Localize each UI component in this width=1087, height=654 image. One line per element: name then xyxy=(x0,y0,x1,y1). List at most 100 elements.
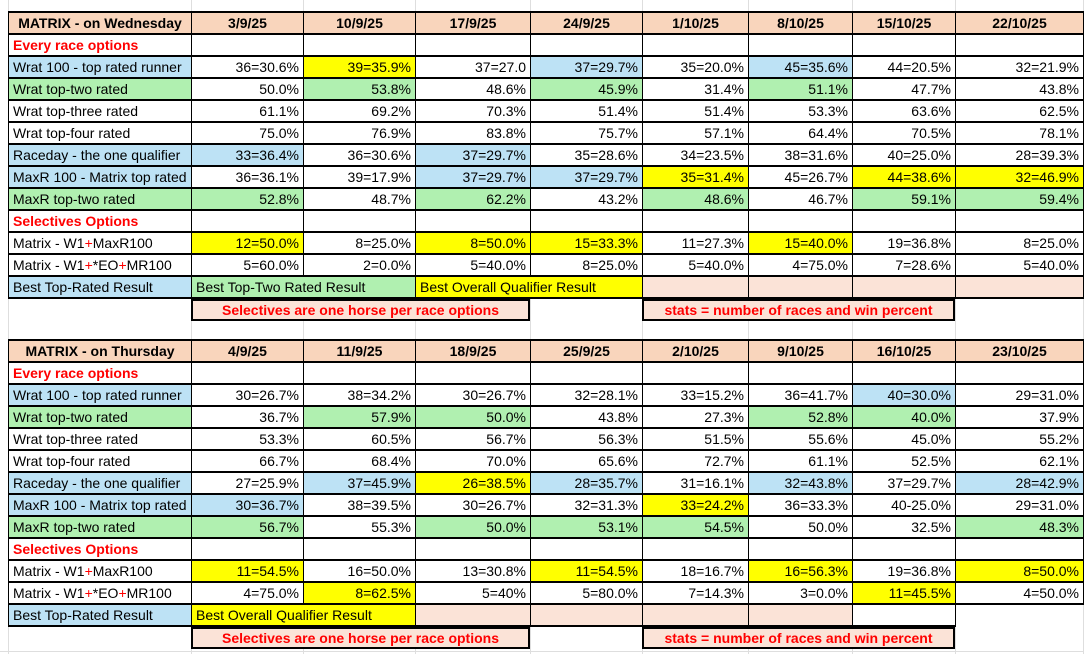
value-cell[interactable]: 43.2% xyxy=(530,187,643,211)
value-cell[interactable]: 51.4% xyxy=(642,99,749,123)
value-cell[interactable]: 19=36.8% xyxy=(852,559,956,583)
value-cell[interactable]: 50.0% xyxy=(191,77,304,101)
value-cell[interactable]: 60.5% xyxy=(303,427,416,451)
value-cell[interactable]: 48.3% xyxy=(955,515,1084,539)
value-cell[interactable]: 7=28.6% xyxy=(852,253,956,277)
empty-cell[interactable] xyxy=(852,361,956,385)
empty-cell[interactable] xyxy=(191,361,304,385)
value-cell[interactable]: 56.3% xyxy=(530,427,643,451)
value-cell[interactable]: 52.5% xyxy=(852,449,956,473)
empty-cell[interactable] xyxy=(530,361,643,385)
value-cell[interactable]: 55.6% xyxy=(748,427,853,451)
value-cell[interactable]: 36=36.1% xyxy=(191,165,304,189)
value-cell[interactable]: 36=30.6% xyxy=(303,143,416,167)
value-cell[interactable]: 69.2% xyxy=(303,99,416,123)
empty-cell[interactable] xyxy=(303,361,416,385)
value-cell[interactable]: 62.1% xyxy=(955,449,1084,473)
empty-cell[interactable] xyxy=(852,537,956,561)
value-cell[interactable]: 19=36.8% xyxy=(852,231,956,255)
footnote-cell[interactable]: stats = number of races and win percent xyxy=(642,299,955,321)
value-cell[interactable]: 37=29.7% xyxy=(530,55,643,79)
value-cell[interactable]: 5=40.0% xyxy=(642,253,749,277)
value-cell[interactable]: 8=25.0% xyxy=(530,253,643,277)
row-label[interactable]: Wrat top-two rated xyxy=(8,77,192,101)
value-cell[interactable]: 63.6% xyxy=(852,99,956,123)
value-cell[interactable]: 4=75.0% xyxy=(191,581,304,605)
row-label[interactable]: Raceday - the one qualifier xyxy=(8,471,192,495)
value-cell[interactable]: 52.8% xyxy=(191,187,304,211)
value-cell[interactable]: 76.9% xyxy=(303,121,416,145)
value-cell[interactable]: 55.2% xyxy=(955,427,1084,451)
empty-cell[interactable] xyxy=(530,33,643,57)
filler-cell[interactable] xyxy=(530,603,643,627)
value-cell[interactable]: 65.6% xyxy=(530,449,643,473)
value-cell[interactable]: 45.9% xyxy=(530,77,643,101)
value-cell[interactable]: 57.9% xyxy=(303,405,416,429)
row-label[interactable]: MaxR 100 - Matrix top rated xyxy=(8,493,192,517)
value-cell[interactable]: 18=16.7% xyxy=(642,559,749,583)
value-cell[interactable]: 40=25.0% xyxy=(852,143,956,167)
value-cell[interactable]: 37.9% xyxy=(955,405,1084,429)
date-header[interactable]: 1/10/25 xyxy=(642,11,749,35)
value-cell[interactable]: 34=23.5% xyxy=(642,143,749,167)
value-cell[interactable]: 8=62.5% xyxy=(303,581,416,605)
value-cell[interactable]: 37=29.7% xyxy=(852,471,956,495)
empty-cell[interactable] xyxy=(748,33,853,57)
empty-cell[interactable] xyxy=(748,209,853,233)
empty-cell[interactable] xyxy=(955,33,1084,57)
value-cell[interactable]: 35=20.0% xyxy=(642,55,749,79)
value-cell[interactable]: 26=38.5% xyxy=(415,471,531,495)
empty-cell[interactable] xyxy=(955,209,1084,233)
value-cell[interactable]: 40=30.0% xyxy=(852,383,956,407)
value-cell[interactable]: 37=29.7% xyxy=(415,143,531,167)
table-title[interactable]: MATRIX - on Thursday xyxy=(8,339,192,363)
row-label[interactable]: Matrix - W1+*EO+MR100 xyxy=(8,253,192,277)
value-cell[interactable]: 50.0% xyxy=(415,515,531,539)
value-cell[interactable]: 38=39.5% xyxy=(303,493,416,517)
value-cell[interactable]: 62.5% xyxy=(955,99,1084,123)
value-cell[interactable]: 11=45.5% xyxy=(852,581,956,605)
value-cell[interactable]: 35=31.4% xyxy=(642,165,749,189)
empty-cell[interactable] xyxy=(415,209,531,233)
value-cell[interactable]: 43.8% xyxy=(955,77,1084,101)
value-cell[interactable]: 36=30.6% xyxy=(191,55,304,79)
best-result-cell[interactable]: Best Overall Qualifier Result xyxy=(415,275,643,299)
best-result-cell[interactable]: Best Top-Rated Result xyxy=(8,603,192,627)
value-cell[interactable]: 16=50.0% xyxy=(303,559,416,583)
value-cell[interactable]: 8=50.0% xyxy=(955,559,1084,583)
value-cell[interactable]: 53.8% xyxy=(303,77,416,101)
value-cell[interactable]: 83.8% xyxy=(415,121,531,145)
row-label[interactable]: Matrix - W1+MaxR100 xyxy=(8,559,192,583)
value-cell[interactable]: 61.1% xyxy=(191,99,304,123)
empty-cell[interactable] xyxy=(303,33,416,57)
value-cell[interactable]: 52.8% xyxy=(748,405,853,429)
value-cell[interactable]: 5=40.0% xyxy=(415,253,531,277)
row-label[interactable]: Matrix - W1+MaxR100 xyxy=(8,231,192,255)
filler-cell[interactable] xyxy=(642,603,749,627)
empty-cell[interactable] xyxy=(642,537,749,561)
filler-cell[interactable] xyxy=(748,275,853,299)
value-cell[interactable]: 70.5% xyxy=(852,121,956,145)
footnote-cell[interactable]: Selectives are one horse per race option… xyxy=(191,627,530,649)
date-header[interactable]: 18/9/25 xyxy=(415,339,531,363)
value-cell[interactable]: 50.0% xyxy=(748,515,853,539)
value-cell[interactable]: 44=38.6% xyxy=(852,165,956,189)
empty-cell[interactable] xyxy=(191,209,304,233)
value-cell[interactable]: 40.0% xyxy=(852,405,956,429)
value-cell[interactable]: 53.3% xyxy=(191,427,304,451)
value-cell[interactable]: 27=25.9% xyxy=(191,471,304,495)
section-label[interactable]: Every race options xyxy=(8,33,192,57)
date-header[interactable]: 25/9/25 xyxy=(530,339,643,363)
value-cell[interactable]: 39=35.9% xyxy=(303,55,416,79)
value-cell[interactable]: 28=39.3% xyxy=(955,143,1084,167)
value-cell[interactable]: 46.7% xyxy=(748,187,853,211)
value-cell[interactable]: 32=31.3% xyxy=(530,493,643,517)
value-cell[interactable]: 32=21.9% xyxy=(955,55,1084,79)
value-cell[interactable]: 70.3% xyxy=(415,99,531,123)
value-cell[interactable]: 7=14.3% xyxy=(642,581,749,605)
value-cell[interactable]: 29=31.0% xyxy=(955,493,1084,517)
filler-cell[interactable] xyxy=(748,603,853,627)
value-cell[interactable]: 16=56.3% xyxy=(748,559,853,583)
date-header[interactable]: 23/10/25 xyxy=(955,339,1084,363)
empty-cell[interactable] xyxy=(642,361,749,385)
